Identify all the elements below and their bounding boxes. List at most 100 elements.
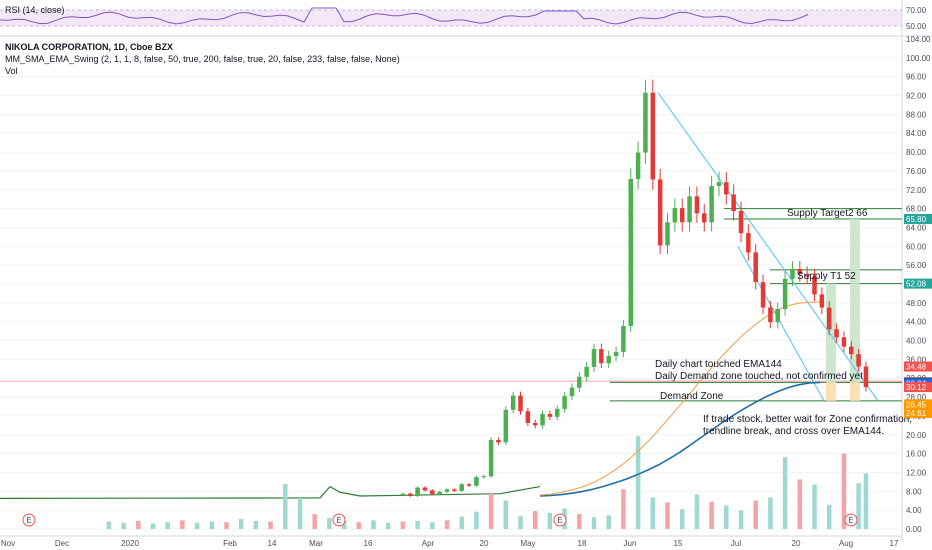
y-tick-label: 80.00 [906,148,927,157]
volume-bar [606,515,611,529]
candle-body [562,396,567,409]
volume-bar [503,500,509,529]
price-pane: NIKOLA CORPORATION, 1D, Cboe BZX MM_SMA_… [0,0,903,540]
volume-bar [238,519,244,529]
volume-bar [121,522,126,529]
x-tick-label: 2020 [121,539,139,548]
candle-body [444,489,450,492]
volume-bar [209,521,215,529]
price-tag-label: 26.45 [906,400,927,409]
earnings-marker-label: E [848,516,853,525]
earnings-marker [22,513,36,527]
volume-bar [635,436,641,529]
candle-body [525,411,531,423]
x-tick-label: Jun [624,539,637,548]
candle-body [856,354,861,367]
candle-body [459,484,464,491]
price-tag: 52.08 [904,278,932,289]
candle-body [687,196,692,223]
candle-body [760,282,766,308]
candle-body [716,182,722,186]
volume-bar [444,520,450,529]
volume-bar [650,497,656,529]
y-tick-label: 92.00 [906,92,927,101]
earnings-marker-label: E [336,516,341,525]
y-tick-label: 12.00 [906,468,927,477]
early-price-trace [0,485,541,499]
candle-body [768,307,773,323]
y-tick-label: 8.00 [906,487,922,496]
projection-box-target2 [850,218,860,383]
y-tick-label: 72.00 [906,186,927,195]
volume-bar [385,522,391,529]
symbol-title: NIKOLA CORPORATION, 1D, Cboe BZX [5,42,173,52]
projection-box-t1 [826,283,836,383]
rsi-pane: RSI (14, close) [0,0,932,37]
volume-bar [150,523,156,529]
candle-body [452,489,457,491]
x-tick-label: Apr [422,539,435,548]
candle-body [819,294,825,308]
annotation-trade-note-2: trendline break, and cross over EMA144. [703,426,884,437]
candle-body [650,92,656,180]
earnings-marker [553,513,567,527]
volume-bar [297,498,303,529]
volume-bar [753,500,758,529]
volume-bar [400,521,406,529]
candle-body [466,484,472,486]
y-tick-label: 48.00 [906,299,927,308]
volume-bar [488,493,494,529]
candle-body [753,252,758,283]
x-tick-label: 18 [578,539,587,548]
y-tick-label: 56.00 [906,261,927,270]
y-tick-label: 28.00 [906,393,927,402]
y-axis: 104.00 100.00 96.00 92.00 88.00 84.00 80.00 76.… [906,6,931,534]
x-tick-label: 17 [890,539,899,548]
earnings-marker [332,513,346,527]
candle-body [569,387,575,397]
y-tick-label: 60.00 [906,242,927,251]
candle-body [415,487,420,497]
price-tag: 34.48 [904,361,932,372]
y-tick-label: 44.00 [906,318,927,327]
candle-body [606,356,611,364]
volume-label: Vol [5,66,18,76]
volume-bar [356,522,362,529]
volume-bar [224,522,229,529]
candle-body [503,409,509,443]
volume-bar [738,510,744,529]
annotation-trade-note-1: If trade stock, better wait for Zone con… [703,414,912,425]
candle-body [643,92,648,153]
projection-risk-t1 [826,382,836,401]
price-tag-bg [904,213,932,224]
volume-bar [253,520,259,529]
volume-bar [268,521,273,529]
y-tick-label: 40.00 [906,337,927,346]
y-tick-label: 68.00 [906,205,927,214]
x-tick-label: 20 [792,539,801,548]
candle-body [518,395,523,412]
candle-body [613,351,619,357]
y-tick-label: 16.00 [906,450,927,459]
candle-body [665,222,670,246]
candle-body [496,439,501,443]
candle-body [834,329,839,338]
x-tick-label: 16 [364,539,373,548]
price-tag-bg [904,361,932,372]
price-tag: 24.61 [904,408,932,419]
volume-bar [194,522,200,529]
candle-body [746,233,751,253]
price-tag-bg [904,399,932,410]
y-tick-label: 64.00 [906,223,927,232]
annotation-ema-note-1: Daily chart touched EMA144 [655,359,782,370]
candle-body [731,194,736,211]
volume-bar [327,517,332,529]
y-tick-label: 88.00 [906,110,927,119]
candle-body [775,308,780,323]
y-tick-label: 0.00 [906,525,922,534]
candle-body [584,366,589,377]
x-tick-label: 20 [480,539,489,548]
candle-body [679,208,685,223]
